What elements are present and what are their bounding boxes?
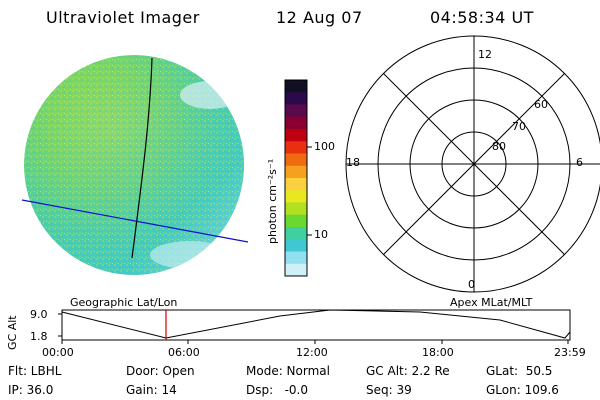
y-tick-high: 9.0 <box>30 308 48 321</box>
x-tick-1800: 18:00 <box>422 346 454 359</box>
polar-plot <box>345 35 600 293</box>
footer-ip: IP: 36.0 <box>8 383 54 397</box>
colorbar-stripe <box>285 104 307 118</box>
colorbar <box>285 80 307 277</box>
colorbar-stripe <box>285 153 307 167</box>
colorbar-stripe <box>285 214 307 228</box>
colorbar-stripe <box>285 129 307 142</box>
x-tick-1200: 12:00 <box>296 346 328 359</box>
lat-label-80: 80 <box>492 140 506 153</box>
footer-seq: Seq: 39 <box>366 383 412 397</box>
colorbar-stripe <box>285 263 307 277</box>
colorbar-stripe <box>285 165 307 179</box>
footer-flt: Flt: LBHL <box>8 364 62 378</box>
mlt-label-12: 12 <box>478 48 492 61</box>
colorbar-stripe <box>285 202 307 216</box>
colorbar-tick-10: 10 <box>314 228 328 241</box>
colorbar-stripe <box>285 178 307 191</box>
colorbar-stripe <box>285 92 307 105</box>
x-tick-0600: 06:00 <box>168 346 200 359</box>
globe <box>24 55 244 275</box>
x-tick-2359: 23:59 <box>554 346 586 359</box>
footer-mode: Mode: Normal <box>246 364 330 378</box>
lat-label-70: 70 <box>512 120 526 133</box>
timeline-right-title: Apex MLat/MLT <box>450 296 533 309</box>
footer-gain: Gain: 14 <box>126 383 177 397</box>
footer-door: Door: Open <box>126 364 195 378</box>
colorbar-stripe <box>285 190 307 203</box>
colorbar-stripe <box>285 251 307 265</box>
colorbar-stripe <box>285 80 307 93</box>
colorbar-unit-label: photon cm⁻²s⁻¹ <box>266 158 279 244</box>
x-tick-0000: 00:00 <box>42 346 74 359</box>
time-label: 04:58:34 UT <box>430 8 534 27</box>
timeline-plot <box>58 309 571 344</box>
timeline-axis-label: GC Alt <box>6 315 19 350</box>
lat-label-60: 60 <box>534 98 548 111</box>
colorbar-tick-100: 100 <box>314 140 335 153</box>
colorbar-stripe <box>285 239 307 252</box>
mlt-label-0: 0 <box>468 278 475 291</box>
y-tick-low: 1.8 <box>30 330 48 343</box>
mlt-label-18: 18 <box>346 156 360 169</box>
instrument-title: Ultraviolet Imager <box>46 8 200 27</box>
footer-dsp: Dsp: -0.0 <box>246 383 309 397</box>
meridian-line <box>131 57 153 259</box>
terminator-line <box>21 199 249 243</box>
colorbar-stripe <box>285 116 307 130</box>
footer-gcalt: GC Alt: 2.2 Re <box>366 364 450 378</box>
colorbar-stripe <box>285 227 307 240</box>
timeline-left-title: Geographic Lat/Lon <box>70 296 178 309</box>
colorbar-stripe <box>285 141 307 154</box>
footer-glon: GLon: 109.6 <box>486 383 559 397</box>
footer-glat: GLat: 50.5 <box>486 364 553 378</box>
date-label: 12 Aug 07 <box>276 8 363 27</box>
mlt-label-6: 6 <box>576 156 583 169</box>
